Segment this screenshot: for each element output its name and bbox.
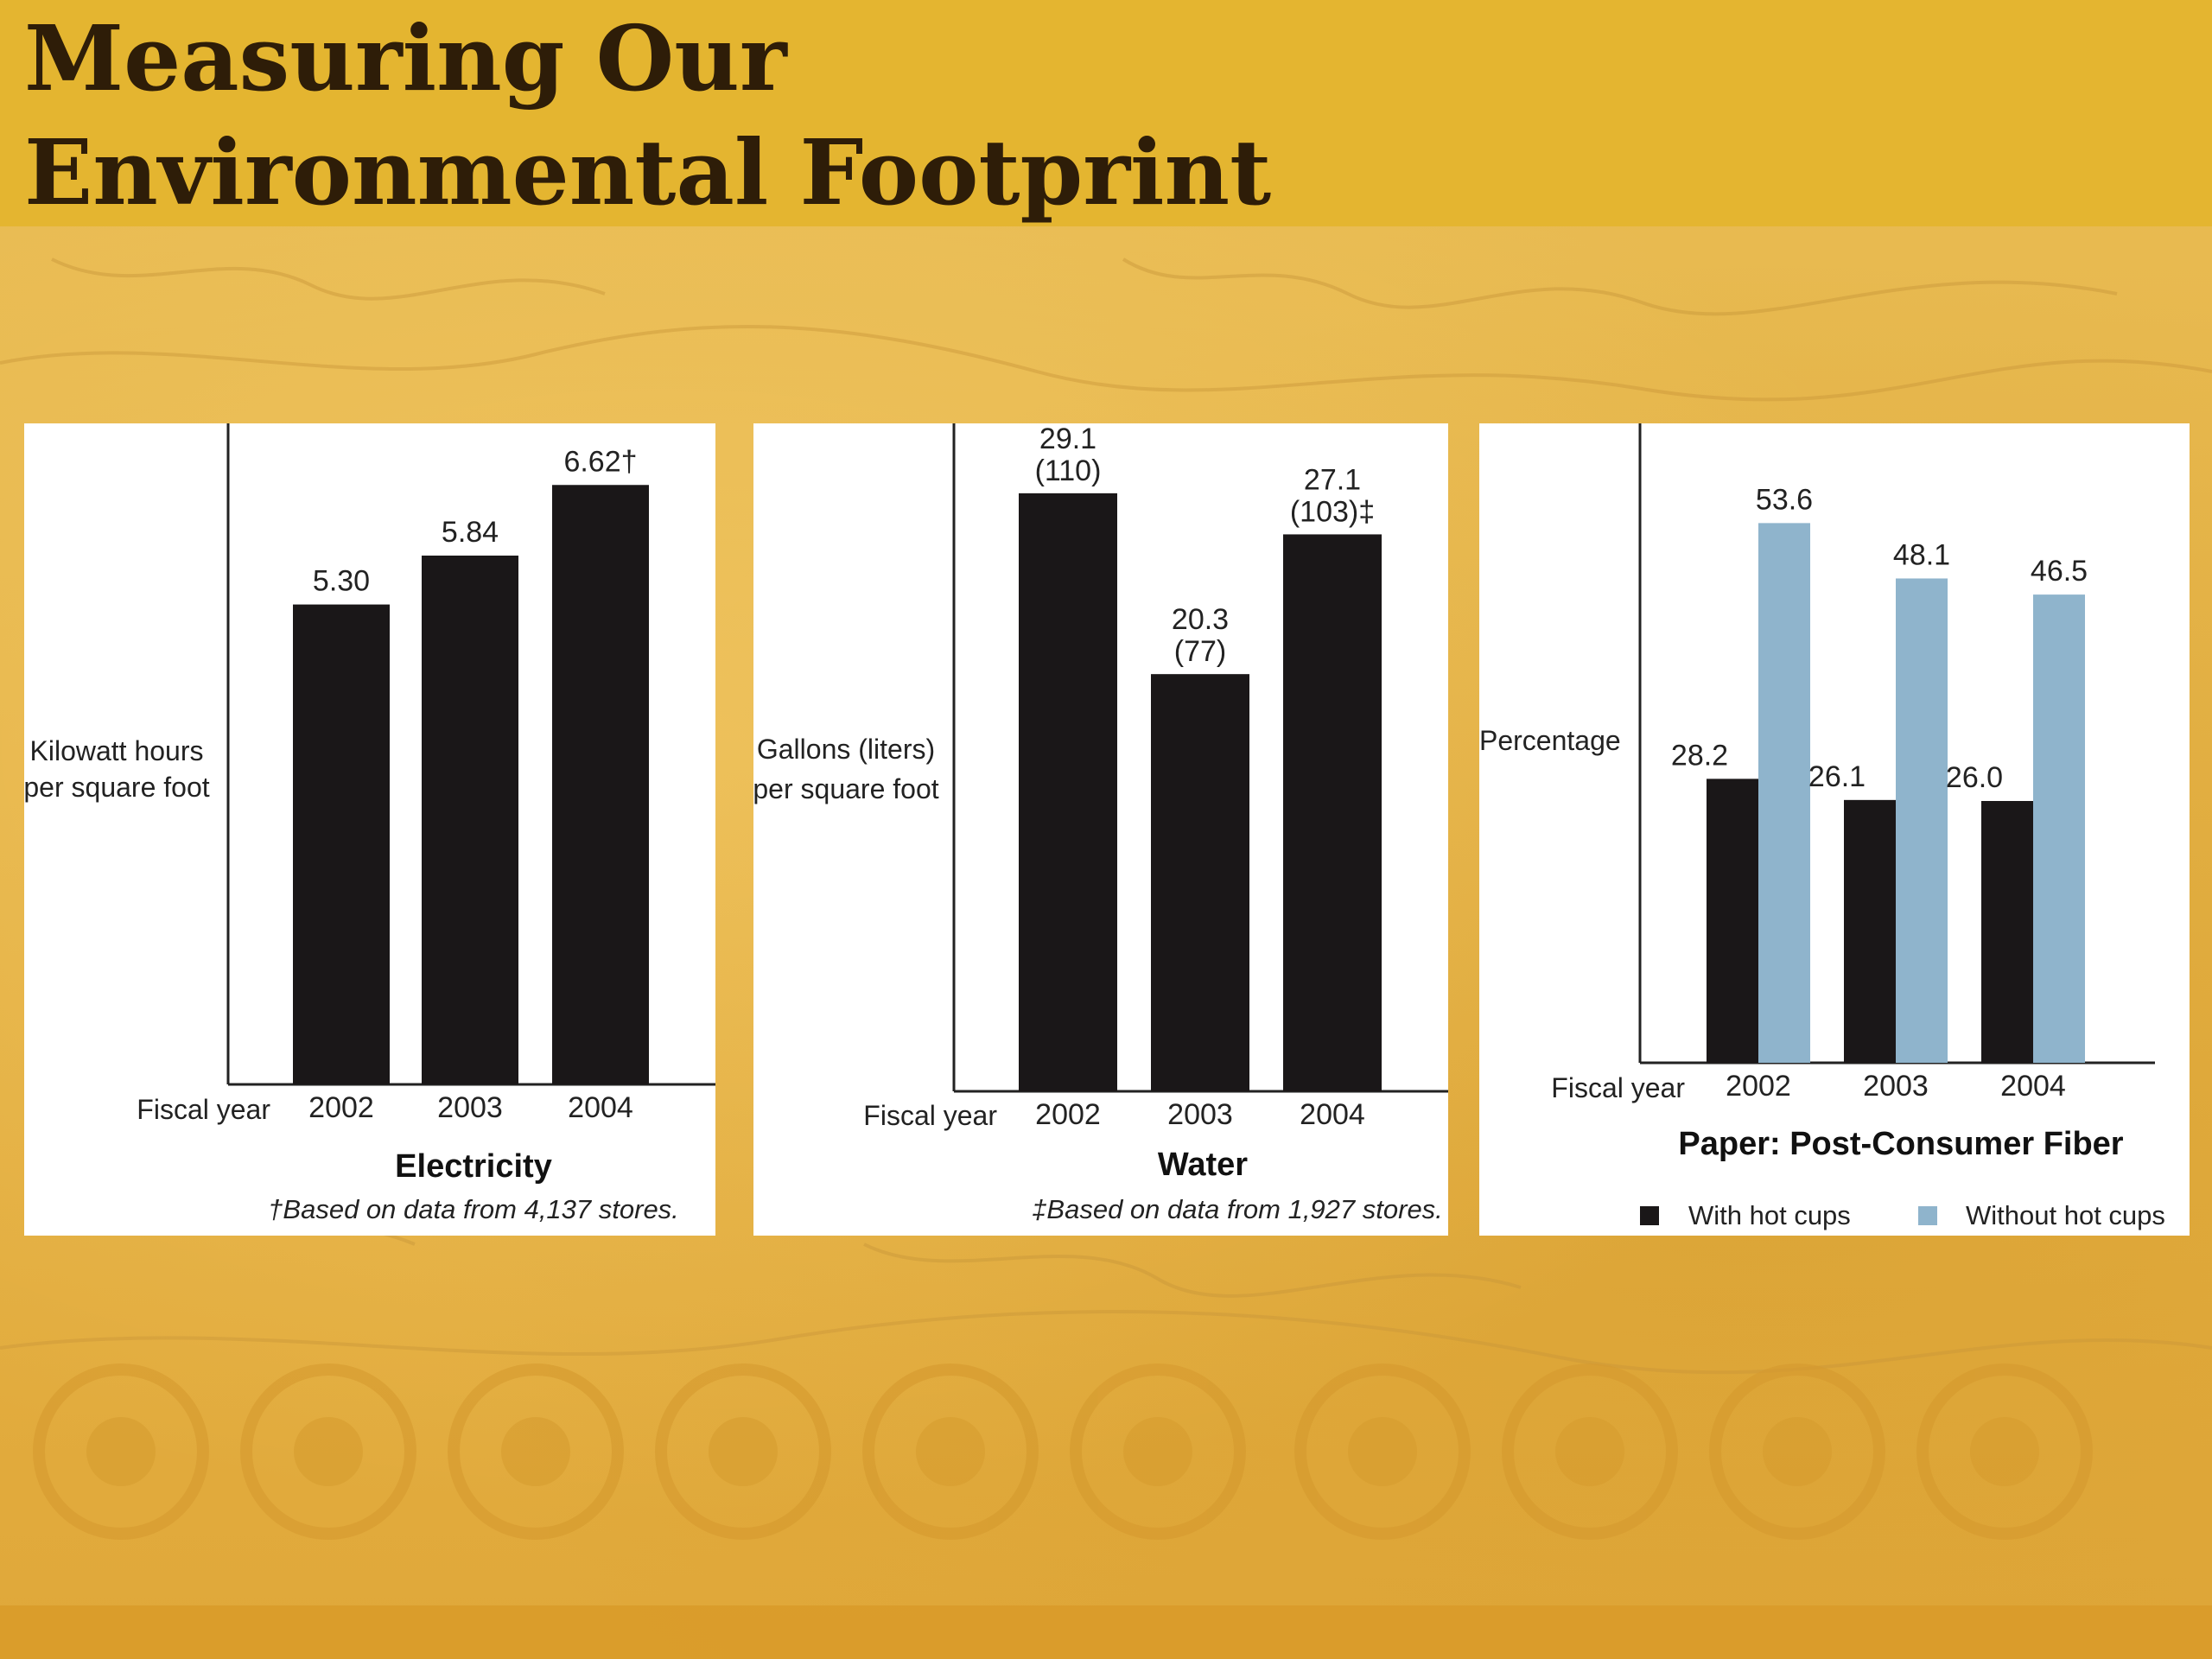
x-tick-2003: 2003 [1167,1098,1233,1131]
slide-title-line-2: Environmental Footprint [24,119,1272,226]
bar-2003-without-hot-cups [1896,578,1948,1063]
electricity-chart: Kilowatt hours per square foot 5.30 5.84 6… [24,423,715,1224]
value-label-2002-with-hot-cups: 28.2 [1671,739,1728,772]
bar-2003 [422,556,518,1084]
x-tick-2002: 2002 [1035,1098,1101,1131]
bottom-band [0,1605,2212,1659]
bars [293,485,649,1084]
x-tick-2003: 2003 [437,1091,503,1124]
x-tick-2004: 2004 [568,1091,633,1124]
paper-chart-panel: Percentage 28.2 53.6 26.1 48.1 26.0 46.5 2002… [1479,423,2190,1236]
value-label-metric-2002: (110) [1035,454,1102,487]
bar-2004-without-hot-cups [2033,594,2085,1063]
y-axis-label-line-2: per square foot [24,772,210,803]
slide-title-line-1: Measuring Our [24,5,787,111]
y-axis-label-line-1: Kilowatt hours [30,735,204,766]
chart-footnote: ‡Based on data from 1,927 stores. [1032,1194,1443,1224]
legend-label-without-hot-cups: Without hot cups [1966,1200,2165,1230]
bar-2004-with-hot-cups [1981,801,2033,1063]
x-axis-label: Fiscal year [137,1094,270,1125]
bars [1707,523,2085,1063]
bar-2003-with-hot-cups [1844,799,1896,1063]
y-axis-label-line-2: per square foot [753,773,939,804]
chart-title: Water [1158,1147,1248,1183]
water-chart-panel: Gallons (liters) per square foot 29.1 (11… [753,423,1448,1236]
y-axis-label: Gallons (liters) per square foot [753,734,939,804]
value-label-metric-2003: (77) [1174,635,1226,668]
bar-2002 [1019,493,1117,1091]
chart-title: Electricity [395,1148,552,1185]
legend-swatch-with-hot-cups [1640,1206,1659,1225]
value-label-2003-with-hot-cups: 26.1 [1808,760,1866,793]
bar-2004 [552,485,649,1084]
x-tick-2004: 2004 [2000,1070,2066,1103]
value-label-2003: 20.3 [1172,603,1229,636]
bar-2003 [1151,674,1249,1091]
ornament-border [33,1363,2093,1540]
chart-footnote: †Based on data from 4,137 stores. [268,1194,679,1224]
value-label-2002-without-hot-cups: 53.6 [1756,483,1813,516]
paper-chart: Percentage 28.2 53.6 26.1 48.1 26.0 46.5 2002… [1479,423,2165,1230]
y-axis-label: Percentage [1479,725,1621,756]
x-tick-2002: 2002 [308,1091,374,1124]
slide-title: Measuring Our Environmental Footprint [24,2,1271,230]
bar-2002-with-hot-cups [1707,779,1758,1063]
legend-swatch-without-hot-cups [1918,1206,1937,1225]
bar-2002-without-hot-cups [1758,523,1810,1063]
value-label-metric-2004: (103)‡ [1290,495,1375,528]
value-labels: 29.1(110) 20.3(77) 27.1(103)‡ [1035,423,1376,668]
legend-label-with-hot-cups: With hot cups [1688,1200,1851,1230]
legend: With hot cups Without hot cups [1640,1200,2165,1230]
value-label-2003-without-hot-cups: 48.1 [1893,538,1950,571]
value-label-2004: 27.1 [1304,463,1361,496]
value-label-2004: 6.62† [563,445,637,478]
bar-2002 [293,604,390,1084]
y-axis-label-line-1: Gallons (liters) [757,734,935,765]
bars [1019,493,1382,1091]
value-labels: 5.30 5.84 6.62† [313,445,638,597]
bar-2004 [1283,534,1382,1091]
value-label-2004-without-hot-cups: 46.5 [2031,555,2088,588]
value-label-2002: 29.1 [1039,423,1096,455]
value-label-2003: 5.84 [442,516,499,549]
x-axis-label: Fiscal year [863,1100,997,1131]
value-label-2002: 5.30 [313,565,370,598]
x-tick-2003: 2003 [1863,1070,1929,1103]
x-axis-label: Fiscal year [1551,1072,1685,1103]
y-axis-label: Kilowatt hours per square foot [24,735,210,803]
chart-title: Paper: Post-Consumer Fiber [1678,1126,2123,1162]
water-chart: Gallons (liters) per square foot 29.1(11… [753,423,1448,1224]
value-labels: 28.2 53.6 26.1 48.1 26.0 46.5 [1671,483,2088,794]
x-tick-2002: 2002 [1726,1070,1791,1103]
x-tick-labels: 2002 2003 2004 [1035,1098,1365,1131]
map-texture [0,257,2212,1375]
electricity-chart-panel: Kilowatt hours per square foot 5.30 5.84 6… [24,423,715,1236]
value-label-2004-with-hot-cups: 26.0 [1946,761,2003,794]
x-tick-labels: 2002 2003 2004 [1726,1070,2066,1103]
x-tick-2004: 2004 [1300,1098,1365,1131]
title-band: Measuring Our Environmental Footprint [0,0,2212,226]
x-tick-labels: 2002 2003 2004 [308,1091,633,1124]
